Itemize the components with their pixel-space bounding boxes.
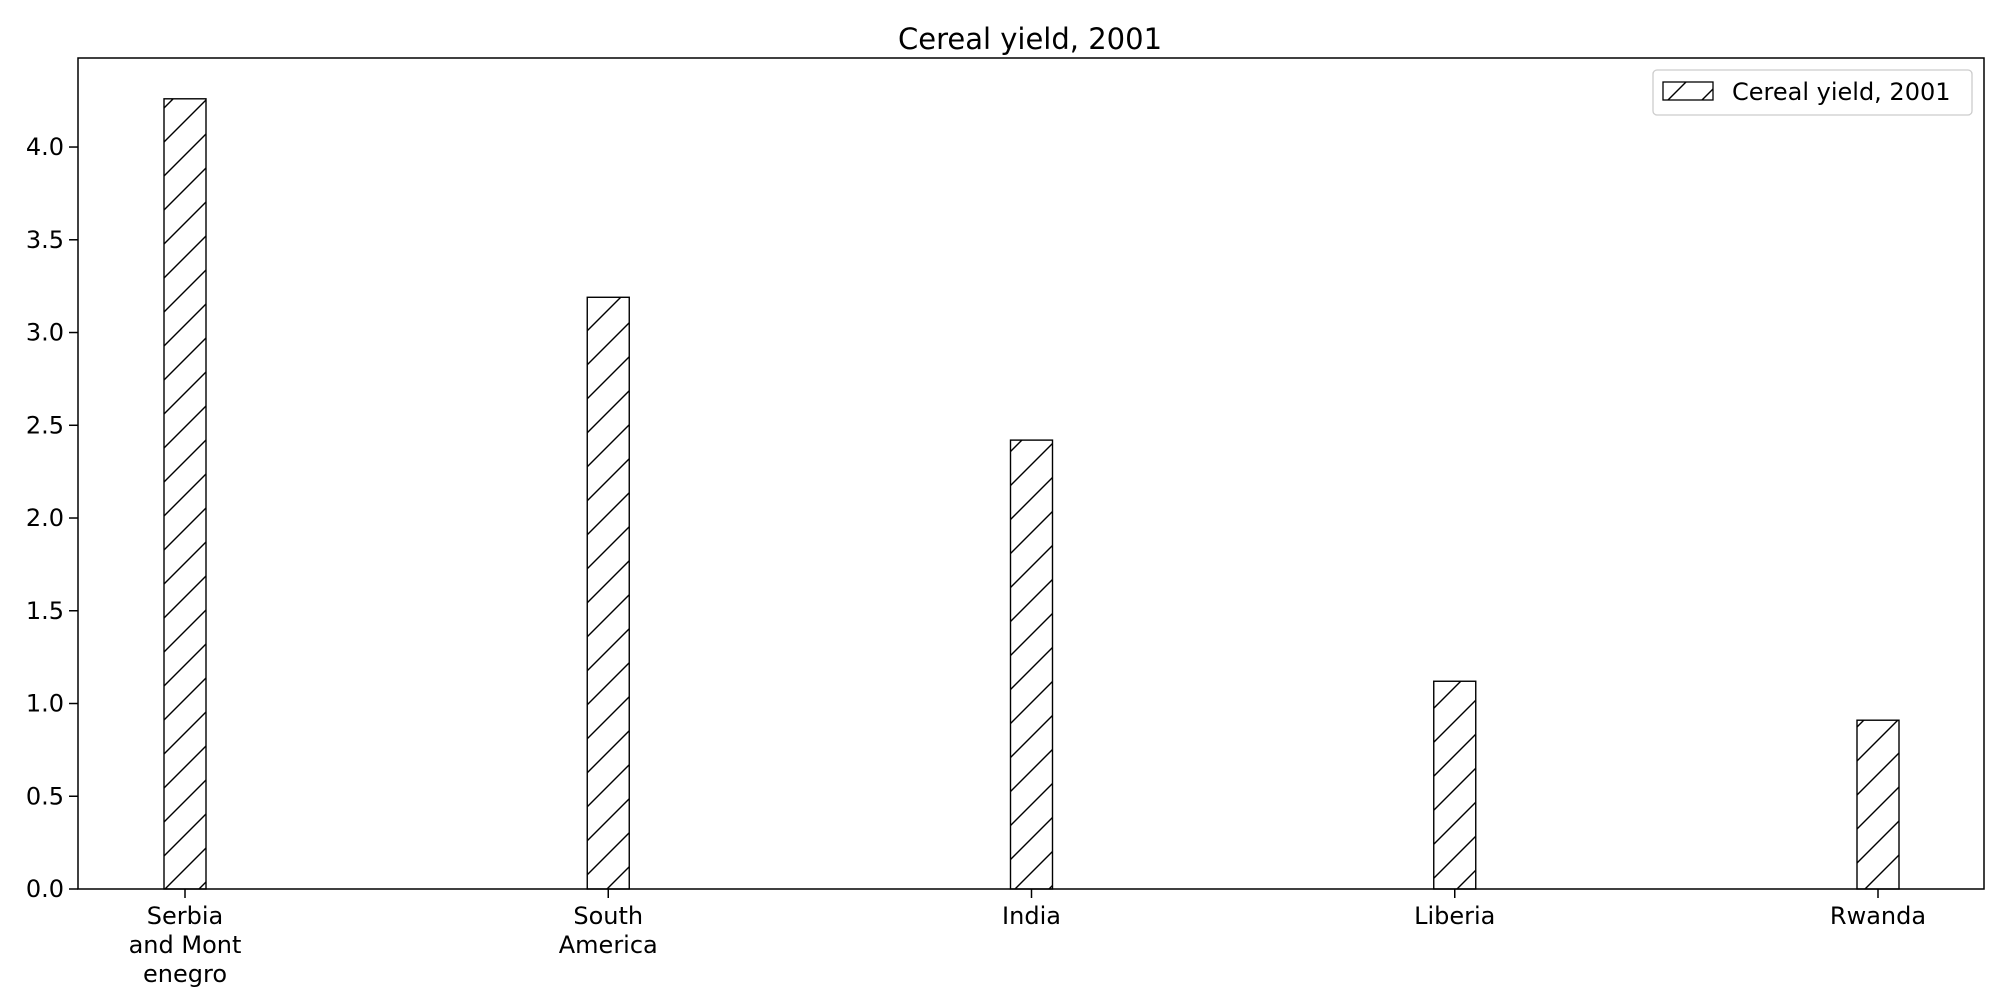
x-tick-label: Serbia: [147, 902, 223, 930]
legend: Cereal yield, 2001: [1652, 69, 1973, 116]
legend-swatch: [1662, 81, 1714, 101]
x-tick-label: South: [573, 902, 643, 930]
bars: [163, 98, 1900, 890]
legend-label: Cereal yield, 2001: [1732, 78, 1951, 106]
y-tick-label: 0.5: [26, 782, 64, 810]
bar: [1856, 719, 1900, 890]
bar: [1433, 680, 1477, 890]
y-tick-label: 3.5: [26, 226, 64, 254]
y-tick-label: 2.0: [26, 504, 64, 532]
y-tick-label: 1.5: [26, 597, 64, 625]
y-tick-label: 0.0: [26, 875, 64, 903]
x-tick-label: Liberia: [1414, 902, 1495, 930]
bar: [163, 98, 207, 890]
x-tick-label: Rwanda: [1830, 902, 1926, 930]
x-tick-label: India: [1002, 902, 1061, 930]
y-tick-label: 4.0: [26, 133, 64, 161]
chart-title: Cereal yield, 2001: [898, 22, 1162, 56]
y-tick-label: 2.5: [26, 411, 64, 439]
bar: [586, 296, 630, 890]
bar: [1009, 439, 1054, 890]
x-tick-label: enegro: [143, 960, 227, 988]
y-tick-label: 3.0: [26, 319, 64, 347]
x-tick-label: and Mont: [129, 931, 242, 959]
plot-frame: [77, 57, 1985, 890]
y-tick-label: 1.0: [26, 690, 64, 718]
y-axis: 0.0 0.5 1.0 1.5 2.0 2.5 3.0 3.5 4.0: [26, 133, 78, 903]
legend-box: [1652, 69, 1973, 116]
x-tick-label: America: [559, 931, 658, 959]
